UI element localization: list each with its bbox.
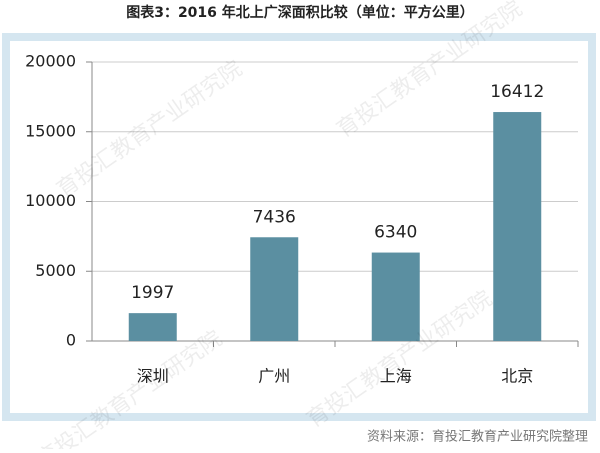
y-tick-label: 0	[66, 331, 76, 350]
value-label: 7436	[253, 207, 296, 227]
chart-title: 图表3：2016 年北上广深面积比较（单位：平方公里）	[126, 4, 474, 21]
source-note: 资料来源：育投汇教育产业研究院整理	[367, 429, 588, 445]
bar	[493, 112, 542, 341]
y-tick-label: 20000	[25, 52, 76, 71]
value-label: 16412	[490, 82, 544, 102]
x-tick-label: 上海	[380, 367, 412, 386]
bar	[250, 237, 299, 341]
y-tick-label: 5000	[35, 261, 76, 280]
y-tick-label: 15000	[25, 121, 76, 140]
x-tick-label: 广州	[258, 367, 290, 386]
bar	[371, 252, 420, 341]
value-label: 6340	[374, 223, 417, 243]
y-tick-label: 10000	[25, 191, 76, 210]
value-label: 1997	[131, 283, 174, 303]
bar	[128, 313, 177, 341]
x-tick-label: 深圳	[137, 367, 169, 386]
x-tick-label: 北京	[501, 367, 533, 386]
